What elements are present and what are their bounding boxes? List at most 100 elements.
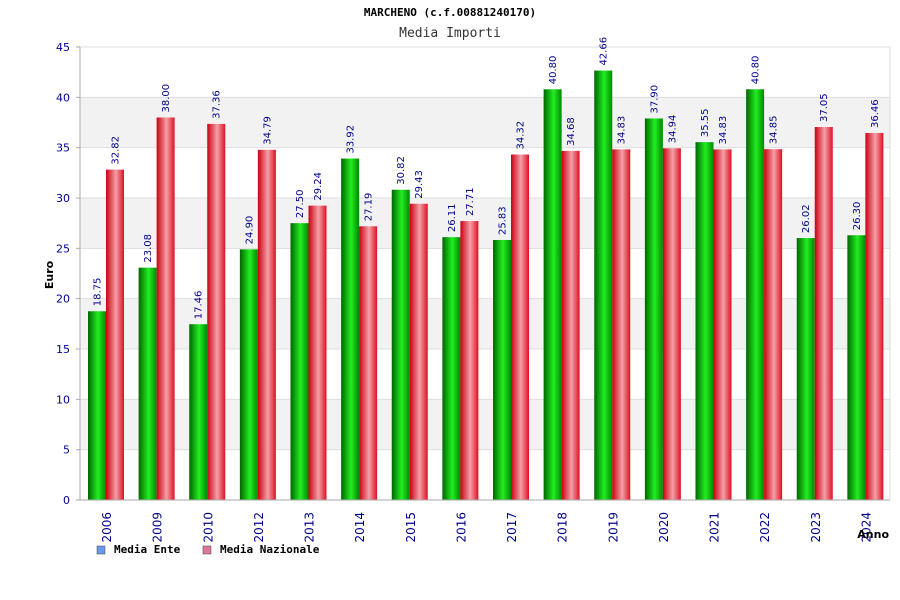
bar: [511, 154, 529, 500]
value-label: 26.02: [801, 204, 812, 233]
value-label: 29.24: [313, 172, 324, 201]
value-label: 34.32: [516, 121, 527, 150]
y-tick-label: 5: [63, 444, 70, 457]
x-tick-label: 2019: [606, 512, 620, 543]
value-label: 25.83: [498, 206, 509, 235]
legend: Media Ente Media Nazionale: [96, 543, 320, 556]
value-label: 42.66: [599, 37, 610, 66]
x-tick-label: 2009: [151, 512, 165, 543]
bar: [359, 226, 378, 500]
bar: [88, 311, 106, 500]
bar: [594, 70, 613, 500]
value-label: 26.30: [852, 202, 863, 231]
legend-label-media-nazionale: Media Nazionale: [220, 543, 320, 556]
bar: [695, 142, 714, 500]
bar: [290, 223, 309, 500]
x-tick-label: 2012: [252, 512, 266, 543]
bar: [493, 239, 511, 500]
value-label: 40.80: [548, 56, 559, 85]
bar: [138, 267, 157, 500]
bar: [713, 149, 732, 501]
value-label: 27.71: [465, 187, 476, 216]
value-label: 18.75: [93, 278, 104, 307]
bar: [460, 221, 479, 500]
x-tick-label: 2023: [809, 512, 823, 543]
legend-label-media-ente: Media Ente: [114, 543, 181, 556]
bar: [543, 89, 562, 500]
bar: [662, 148, 681, 500]
bar: [106, 169, 124, 500]
x-tick-label: 2006: [100, 512, 114, 543]
value-label: 37.90: [649, 85, 660, 114]
bar: [847, 235, 866, 500]
bar: [612, 149, 631, 501]
bar: [239, 249, 258, 500]
x-tick-label: 2017: [505, 512, 519, 543]
value-label: 34.83: [617, 116, 628, 145]
bars: [88, 70, 884, 501]
value-label: 30.82: [396, 156, 407, 185]
value-label: 37.05: [819, 93, 830, 122]
bar: [391, 189, 410, 500]
value-label: 17.46: [194, 291, 205, 320]
x-tick-label: 2018: [556, 512, 570, 543]
chart-title: MARCHENO (c.f.00881240170): [364, 6, 536, 19]
bar: [257, 149, 276, 500]
value-label: 34.83: [718, 116, 729, 145]
legend-swatch-media-nazionale: [202, 545, 212, 555]
value-label: 26.11: [447, 204, 458, 233]
legend-swatch-media-ente: [96, 545, 106, 555]
value-label: 38.00: [161, 84, 172, 113]
value-label: 37.36: [212, 90, 223, 119]
bar: [764, 149, 783, 500]
x-tick-label: 2013: [303, 512, 317, 543]
y-axis-label: Euro: [43, 260, 56, 289]
x-tick-label: 2020: [657, 512, 671, 543]
value-labels: 18.75 32.82 23.08 38.00 17.46 37.36 24.90 34.79…: [93, 37, 881, 319]
y-tick-label: 45: [56, 41, 70, 54]
value-label: 34.85: [769, 116, 780, 145]
bar: [341, 158, 360, 500]
bar: [561, 150, 580, 500]
x-tick-label: 2015: [404, 512, 418, 543]
x-tick-label: 2016: [454, 512, 468, 543]
bar: [644, 118, 663, 501]
y-tick-label: 30: [56, 192, 70, 205]
value-label: 27.50: [295, 190, 306, 219]
x-tick-label: 2022: [758, 512, 772, 543]
y-ticks: 0 5 10 15 20 25 30 35 40 45: [56, 41, 80, 507]
bar: [746, 89, 765, 500]
bar: [207, 123, 226, 500]
x-axis-label: Anno: [857, 528, 889, 541]
y-tick-label: 35: [56, 142, 70, 155]
value-label: 34.94: [667, 115, 678, 144]
value-label: 29.43: [414, 170, 425, 199]
x-tick-label: 2010: [201, 512, 215, 543]
x-ticks: 2006 2009 2010 2012 2013 2014 2015 2016 2017 2018…: [100, 512, 873, 543]
y-tick-label: 25: [56, 242, 70, 255]
bar: [409, 203, 428, 500]
y-tick-label: 15: [56, 343, 70, 356]
bar: [156, 117, 175, 500]
value-label: 24.90: [244, 216, 255, 245]
grid-band: [80, 47, 890, 98]
value-label: 27.19: [364, 193, 375, 222]
x-tick-label: 2024: [859, 512, 873, 543]
value-label: 34.68: [566, 117, 577, 146]
bar: [865, 132, 884, 500]
axes: [79, 47, 891, 501]
chart-subtitle: Media Importi: [399, 26, 501, 41]
bar: [442, 237, 461, 500]
bar: [796, 238, 815, 500]
value-label: 33.92: [346, 125, 357, 154]
y-tick-label: 40: [56, 91, 70, 104]
value-label: 34.79: [262, 116, 273, 145]
bar: [189, 324, 208, 500]
value-label: 40.80: [751, 56, 762, 85]
y-tick-label: 10: [56, 393, 70, 406]
y-tick-label: 20: [56, 293, 70, 306]
bar: [308, 205, 327, 500]
x-tick-label: 2014: [353, 512, 367, 543]
value-label: 23.08: [143, 234, 154, 263]
